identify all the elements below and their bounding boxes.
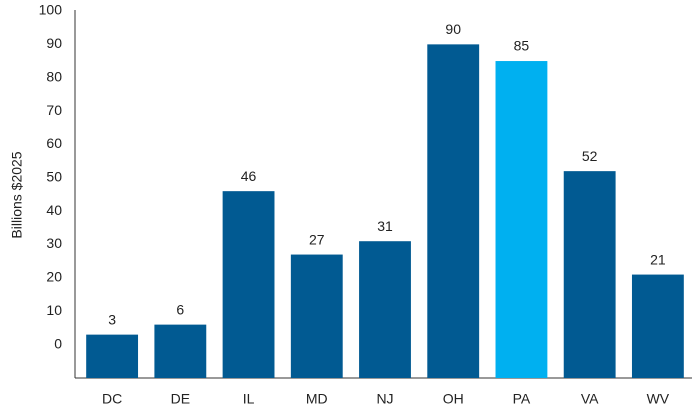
x-tick-label: MD: [306, 391, 328, 407]
data-label: 6: [176, 301, 184, 317]
bar: [222, 191, 275, 378]
x-tick-label: WV: [647, 391, 670, 407]
x-tick-label: OH: [443, 391, 464, 407]
bar: [631, 274, 684, 378]
data-label: 21: [650, 251, 666, 267]
x-tick-label: VA: [581, 391, 599, 407]
y-tick-label: 40: [46, 202, 62, 218]
y-tick-label: 20: [46, 269, 62, 285]
bar: [154, 324, 207, 378]
y-tick-label: 70: [46, 102, 62, 118]
y-tick-label: 60: [46, 135, 62, 151]
bar: [495, 61, 548, 378]
x-tick-label: DC: [102, 391, 122, 407]
y-tick-label: 90: [46, 35, 62, 51]
data-label: 90: [445, 21, 461, 37]
y-tick-label: 80: [46, 68, 62, 84]
x-tick-label: PA: [513, 391, 531, 407]
data-label: 85: [514, 38, 530, 54]
bar: [359, 241, 411, 378]
bar: [86, 334, 139, 378]
bar: [427, 44, 480, 378]
x-tick-label: IL: [243, 391, 255, 407]
data-label: 52: [582, 148, 598, 164]
y-tick-label: 0: [54, 335, 62, 351]
data-label: 3: [108, 311, 116, 327]
x-tick-label: DE: [171, 391, 190, 407]
y-tick-label: 10: [46, 302, 62, 318]
x-tick-label: NJ: [376, 391, 393, 407]
y-axis-label: Billions $2025: [9, 151, 25, 238]
y-tick-label: 50: [46, 169, 62, 185]
data-label: 27: [309, 231, 325, 247]
data-label: 31: [377, 218, 393, 234]
y-tick-label: 100: [39, 2, 63, 18]
y-tick-label: 30: [46, 235, 62, 251]
bar: [563, 171, 616, 378]
bar: [290, 254, 343, 378]
data-label: 46: [241, 168, 257, 184]
